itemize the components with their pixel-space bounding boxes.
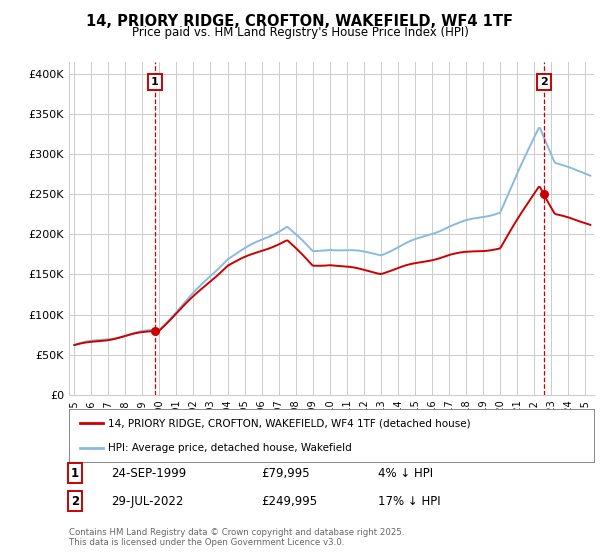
Text: 17% ↓ HPI: 17% ↓ HPI [378,494,440,508]
Text: 29-JUL-2022: 29-JUL-2022 [111,494,184,508]
Text: HPI: Average price, detached house, Wakefield: HPI: Average price, detached house, Wake… [109,442,352,452]
Text: 24-SEP-1999: 24-SEP-1999 [111,466,186,480]
Text: 14, PRIORY RIDGE, CROFTON, WAKEFIELD, WF4 1TF (detached house): 14, PRIORY RIDGE, CROFTON, WAKEFIELD, WF… [109,418,471,428]
Text: £79,995: £79,995 [261,466,310,480]
Text: 4% ↓ HPI: 4% ↓ HPI [378,466,433,480]
Text: £249,995: £249,995 [261,494,317,508]
Text: 2: 2 [71,494,79,508]
Text: Contains HM Land Registry data © Crown copyright and database right 2025.
This d: Contains HM Land Registry data © Crown c… [69,528,404,547]
Text: Price paid vs. HM Land Registry's House Price Index (HPI): Price paid vs. HM Land Registry's House … [131,26,469,39]
Text: 1: 1 [71,466,79,480]
Text: 2: 2 [540,77,548,87]
Text: 14, PRIORY RIDGE, CROFTON, WAKEFIELD, WF4 1TF: 14, PRIORY RIDGE, CROFTON, WAKEFIELD, WF… [86,14,514,29]
Text: 1: 1 [151,77,158,87]
